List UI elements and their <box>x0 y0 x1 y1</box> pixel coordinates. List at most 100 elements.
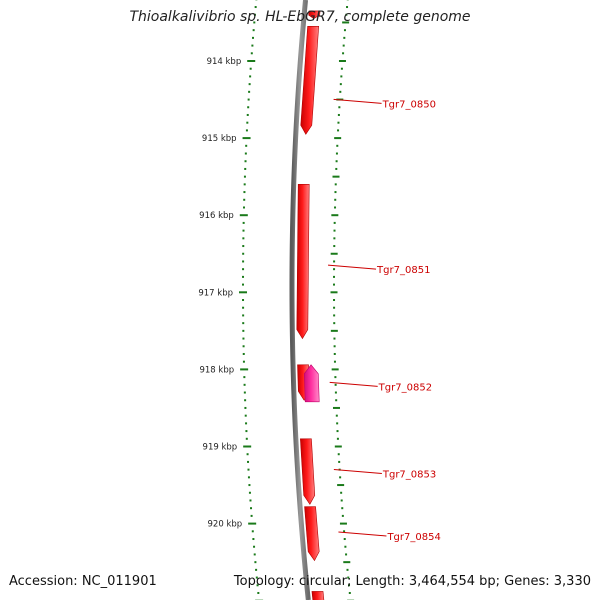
minor-tick-mark <box>250 507 253 510</box>
gene-arrow[interactable] <box>308 10 321 19</box>
outer-tick-mark <box>333 299 336 302</box>
outer-tick-mark <box>332 175 340 178</box>
minor-tick-mark <box>257 591 260 594</box>
outer-tick-mark <box>333 245 336 248</box>
minor-tick-mark <box>243 383 246 386</box>
outer-tick-mark <box>338 106 341 109</box>
minor-tick-mark <box>244 160 247 163</box>
gene-label[interactable]: Tgr7_0852 <box>378 382 432 393</box>
gene-layer <box>296 10 325 600</box>
minor-tick-mark <box>244 399 247 402</box>
minor-tick-mark <box>242 229 245 232</box>
gene-arrow[interactable] <box>296 184 310 340</box>
backbone-layer <box>289 0 311 600</box>
gene-arrow[interactable] <box>311 591 325 600</box>
outer-tick-mark <box>333 337 336 340</box>
outer-tick-mark <box>343 530 346 533</box>
gene-leader-line <box>338 531 387 537</box>
gene-arrow[interactable] <box>303 364 320 403</box>
outer-tick-mark <box>331 368 339 371</box>
outer-tick-mark <box>348 584 351 587</box>
minor-tick-mark <box>250 52 253 55</box>
outer-tick-mark <box>333 345 336 348</box>
minor-tick-mark <box>245 437 248 440</box>
gene-label[interactable]: Tgr7_0850 <box>382 99 436 110</box>
minor-tick-mark <box>253 545 256 548</box>
minor-tick-mark <box>253 553 256 556</box>
outer-tick-mark <box>333 352 336 355</box>
gene-leader-line <box>329 381 378 387</box>
outer-tick-mark <box>335 414 338 417</box>
minor-tick-mark <box>246 453 249 456</box>
minor-tick-mark <box>245 129 248 132</box>
tick-label: 918 kbp <box>199 365 234 375</box>
minor-tick-mark <box>242 345 245 348</box>
outer-tick-mark <box>340 75 343 78</box>
outer-tick-mark <box>334 198 337 201</box>
outer-tick-mark <box>340 491 343 494</box>
outer-tick-mark <box>333 314 336 317</box>
minor-tick-mark <box>242 221 245 224</box>
minor-tick-mark <box>245 430 248 433</box>
outer-tick-mark <box>346 6 349 9</box>
minor-tick-mark <box>248 83 251 86</box>
outer-tick-mark <box>330 329 338 332</box>
outer-tick-mark <box>333 237 336 240</box>
minor-tick-mark <box>242 329 245 332</box>
outer-tick-mark <box>332 406 340 409</box>
outer-tick-mark <box>339 476 342 479</box>
outer-tick-mark <box>333 275 336 278</box>
tick-label: 914 kbp <box>207 57 242 67</box>
minor-tick-mark <box>243 198 246 201</box>
major-tick-mark <box>243 445 252 448</box>
outer-tick-mark <box>336 422 339 425</box>
gene-arrow[interactable] <box>304 506 320 562</box>
outer-tick-mark <box>333 322 336 325</box>
tick-label: 916 kbp <box>199 211 234 221</box>
minor-tick-mark <box>246 121 249 124</box>
outer-tick-mark <box>334 206 337 209</box>
gene-label-layer: Tgr7_0850 Tgr7_0851 Tgr7_0852 Tgr7_0853 Tgr7… <box>328 98 441 543</box>
minor-tick-mark <box>242 352 245 355</box>
outer-tick-mark <box>337 113 340 116</box>
minor-tick-mark <box>245 422 248 425</box>
gene-label[interactable]: Tgr7_0853 <box>382 469 436 480</box>
outer-tick-mark <box>333 306 336 309</box>
outer-tick-mark <box>348 591 351 594</box>
minor-tick-mark <box>243 183 246 186</box>
outer-tick-mark <box>345 13 348 16</box>
minor-tick-mark <box>254 561 257 564</box>
gene-label[interactable]: Tgr7_0851 <box>376 265 430 276</box>
outer-tick-mark <box>334 391 337 394</box>
minor-tick-mark <box>242 299 245 302</box>
gene-label[interactable]: Tgr7_0854 <box>386 532 440 543</box>
outer-tick-mark <box>338 460 341 463</box>
minor-tick-mark <box>247 476 250 479</box>
outer-tick-mark <box>335 160 338 163</box>
gene-arrow[interactable] <box>300 438 316 505</box>
outer-tick-mark <box>334 445 342 448</box>
minor-tick-mark <box>244 152 247 155</box>
outer-tick-mark <box>340 499 343 502</box>
minor-tick-mark <box>252 36 254 39</box>
outer-tick-mark <box>334 183 337 186</box>
outer-tick-mark <box>342 52 345 55</box>
outer-tick-mark <box>334 137 342 140</box>
outer-tick-mark <box>330 291 338 294</box>
topology-text: Topology: circular; Length: 3,464,554 bp… <box>233 574 591 589</box>
gene-leader-line <box>333 468 382 474</box>
outer-tick-mark <box>347 576 350 579</box>
tick-label: 915 kbp <box>202 134 237 144</box>
accession-text: Accession: NC_011901 <box>9 574 157 589</box>
outer-tick-mark <box>338 60 346 62</box>
outer-tick-mark <box>342 44 345 47</box>
gene-leader-line <box>333 98 382 104</box>
minor-tick-mark <box>247 460 250 463</box>
outer-tick-mark <box>333 221 336 224</box>
gene-arrow[interactable] <box>300 25 320 135</box>
outer-tick-mark <box>333 229 336 232</box>
minor-tick-mark <box>242 306 245 309</box>
genome-title: Thioalkalivibrio sp. HL-EbGR7, complete … <box>129 9 471 25</box>
